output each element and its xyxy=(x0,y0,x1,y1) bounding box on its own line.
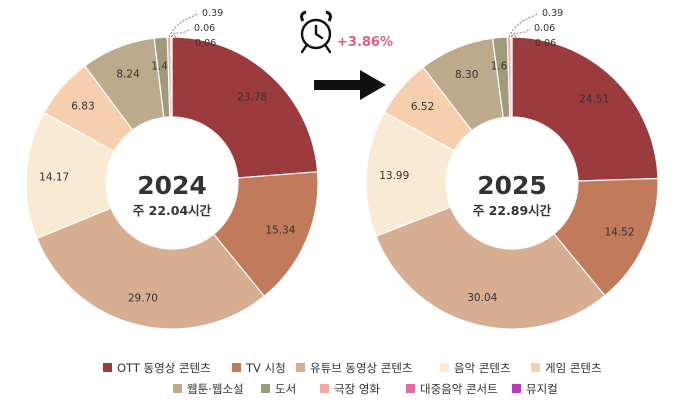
arrow-right-icon xyxy=(314,70,386,100)
legend-label: OTT 동영상 콘텐츠 xyxy=(117,361,211,375)
legend-label: 극장 영화 xyxy=(334,382,380,396)
pie-slice-2025-1 xyxy=(511,36,659,182)
legend-swatch xyxy=(296,363,305,372)
growth-rate-label: +3.86% xyxy=(337,35,393,50)
legend-label: 뮤지컬 xyxy=(526,382,558,396)
donut-chart-2025: 24.5114.5230.0413.996.528.301.610.390.06… xyxy=(365,8,659,330)
center-year-2025: 2025 xyxy=(477,171,547,200)
legend-label: 도서 xyxy=(275,382,296,396)
slice-value-label: 0.39 xyxy=(542,8,563,19)
legend-swatch xyxy=(406,384,415,393)
slice-value-label: 29.70 xyxy=(128,292,158,304)
center-total-2025: 주 22.89시간 xyxy=(473,203,552,218)
slice-value-label: 0.06 xyxy=(535,38,556,49)
pie-slice-2025-10 xyxy=(510,36,513,118)
callout-line xyxy=(508,13,539,38)
alarm-clock-icon xyxy=(300,10,332,54)
callout-line xyxy=(171,34,192,47)
pie-slice-2024-10 xyxy=(170,36,173,118)
legend-swatch xyxy=(261,384,270,393)
legend-swatch xyxy=(232,363,241,372)
slice-value-label: 14.17 xyxy=(39,171,69,183)
legend-label: 유튜브 동영상 콘텐츠 xyxy=(310,361,413,375)
slice-value-label: 8.30 xyxy=(455,69,478,81)
legend-label: 게임 콘텐츠 xyxy=(545,361,602,375)
legend-swatch xyxy=(103,363,112,372)
callout-line xyxy=(510,28,531,38)
legend-swatch xyxy=(531,363,540,372)
pie-slice-2024-3 xyxy=(36,207,266,330)
slice-value-label: 24.51 xyxy=(579,93,609,105)
slice-value-label: 6.52 xyxy=(411,101,434,113)
chart-legend: OTT 동영상 콘텐츠 TV 시청 유튜브 동영상 콘텐츠 음악 콘텐츠 게임 콘텐츠웹… xyxy=(103,361,602,396)
slice-value-label: 13.99 xyxy=(379,170,409,182)
slice-value-label: 14.52 xyxy=(604,227,634,239)
legend-label: 음악 콘텐츠 xyxy=(454,361,511,375)
slice-value-label: 0.39 xyxy=(202,8,223,19)
legend-swatch xyxy=(320,384,329,393)
slice-value-label: 0.06 xyxy=(534,23,555,34)
callout-line xyxy=(168,13,199,38)
donut-chart-2024: 23.7815.3429.7014.176.838.241.440.390.06… xyxy=(25,8,319,330)
slice-value-label: 6.83 xyxy=(71,101,94,113)
center-total-2024: 주 22.04시간 xyxy=(133,203,212,218)
legend-swatch xyxy=(512,384,521,393)
center-year-2024: 2024 xyxy=(137,171,207,200)
slice-value-label: 30.04 xyxy=(467,292,497,304)
legend-swatch xyxy=(440,363,449,372)
legend-label: 대중음악 콘서트 xyxy=(420,382,498,396)
pie-slice-2024-1 xyxy=(171,36,319,179)
slice-value-label: 8.24 xyxy=(116,68,140,80)
callout-line xyxy=(170,28,191,38)
slice-value-label: 0.06 xyxy=(194,23,215,34)
legend-label: TV 시청 xyxy=(245,361,286,375)
pie-slice-2025-2 xyxy=(553,177,659,297)
legend-swatch xyxy=(173,384,182,393)
legend-label: 웹툰·웹소설 xyxy=(187,382,244,396)
slice-value-label: 0.06 xyxy=(195,38,216,49)
slice-value-label: 23.78 xyxy=(237,91,267,103)
callout-line xyxy=(511,34,532,47)
slice-value-label: 15.34 xyxy=(265,225,295,237)
pie-slice-2025-3 xyxy=(375,206,606,330)
